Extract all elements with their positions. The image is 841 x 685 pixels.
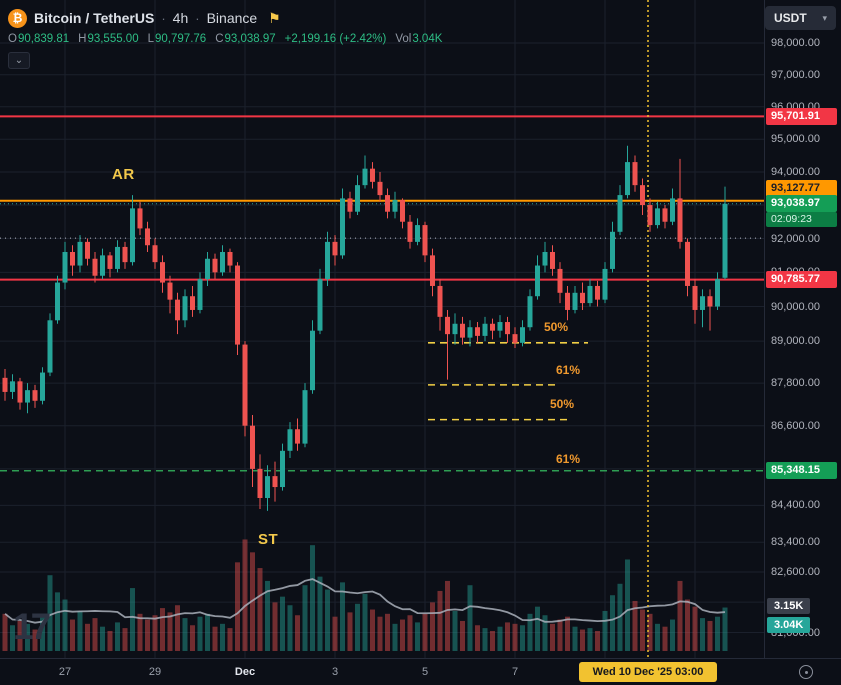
price-tick-label: 95,000.00 [771, 133, 820, 146]
tradingview-logo-watermark: 17 [13, 606, 51, 647]
volume-value-badge: 3.15K [767, 598, 811, 614]
time-tick-label: 29 [148, 666, 162, 678]
symbol-row: ₿ Bitcoin / TetherUS · 4h · Binance ⚑ [8, 8, 442, 28]
price-tick-label: 83,400.00 [771, 536, 820, 549]
price-level-badge: 85,348.15 [766, 462, 837, 480]
candle-countdown-badge: 02:09:23 [766, 212, 837, 228]
symbol-title[interactable]: Bitcoin / TetherUS [34, 10, 155, 26]
currency-dropdown-label: USDT [774, 11, 807, 25]
interval-label[interactable]: 4h [172, 10, 189, 26]
price-tick-label: 82,600.00 [771, 566, 820, 579]
volume-value: 3.04K [412, 33, 443, 45]
time-tick-label: 3 [331, 666, 339, 678]
price-tick-label: 89,000.00 [771, 335, 820, 348]
high-label: H [78, 33, 87, 45]
close-value: 93,038.97 [224, 33, 276, 45]
time-tick-label: 27 [58, 666, 72, 678]
flag-icon[interactable]: ⚑ [268, 9, 281, 26]
price-tick-label: 90,000.00 [771, 300, 820, 313]
volume-value-badge: 3.04K [767, 617, 811, 633]
time-tick-label: Dec [234, 666, 256, 678]
price-tick-label: 86,600.00 [771, 419, 820, 432]
price-tick-label: 87,800.00 [771, 377, 820, 390]
bitcoin-logo-icon: ₿ [8, 8, 27, 28]
separator-dot: · [161, 10, 166, 26]
price-tick-label: 97,000.00 [771, 68, 820, 81]
chart-canvas[interactable]: 17 AR ST 50% 61% 50% 61% ₿ Bitcoin / TetherUS… [0, 0, 764, 658]
high-value: 93,555.00 [87, 33, 139, 45]
time-tick-label: 5 [421, 666, 429, 678]
legend-collapse-button[interactable]: ⌄ [8, 52, 30, 69]
price-level-badge: 93,127.77 [766, 179, 837, 197]
separator-dot: · [195, 10, 200, 26]
open-label: O [8, 33, 17, 45]
exchange-label: Binance [206, 10, 258, 26]
time-axis[interactable]: 27 29 Dec 3 5 7 Wed 10 Dec '25 03:00 [0, 658, 841, 685]
price-tick-label: 98,000.00 [771, 37, 820, 49]
ohlc-row: O90,839.81 H93,555.00 L90,797.76 C93,038… [8, 33, 442, 45]
change-value: +2,199.16 (+2.42%) [284, 33, 387, 45]
time-tick-label: 7 [511, 666, 519, 678]
price-level-badge: 93,038.97 [766, 195, 837, 213]
chart-legend: ₿ Bitcoin / TetherUS · 4h · Binance ⚑ O9… [8, 8, 442, 69]
close-label: C [215, 33, 224, 45]
price-level-badge: 95,701.91 [766, 107, 837, 125]
low-value: 90,797.76 [155, 33, 207, 45]
time-axis-settings-icon[interactable] [799, 665, 813, 679]
price-tick-label: 94,000.00 [771, 165, 820, 178]
open-value: 90,839.81 [17, 33, 70, 45]
price-tick-label: 92,000.00 [771, 232, 820, 245]
currency-dropdown-button[interactable]: USDT ▾ [765, 6, 836, 30]
vline-date-badge: Wed 10 Dec '25 03:00 [579, 662, 717, 682]
volume-label: Vol [395, 33, 412, 45]
price-level-badge: 90,785.77 [766, 271, 837, 289]
price-tick-label: 84,400.00 [771, 499, 820, 512]
price-chart-svg[interactable] [0, 0, 764, 658]
price-axis[interactable]: 98,000.00 97,000.00 96,000.00 95,000.00 94,0… [764, 0, 841, 658]
caret-down-icon: ▾ [822, 12, 827, 23]
low-label: L [147, 33, 155, 45]
chevron-down-icon: ⌄ [14, 55, 24, 66]
